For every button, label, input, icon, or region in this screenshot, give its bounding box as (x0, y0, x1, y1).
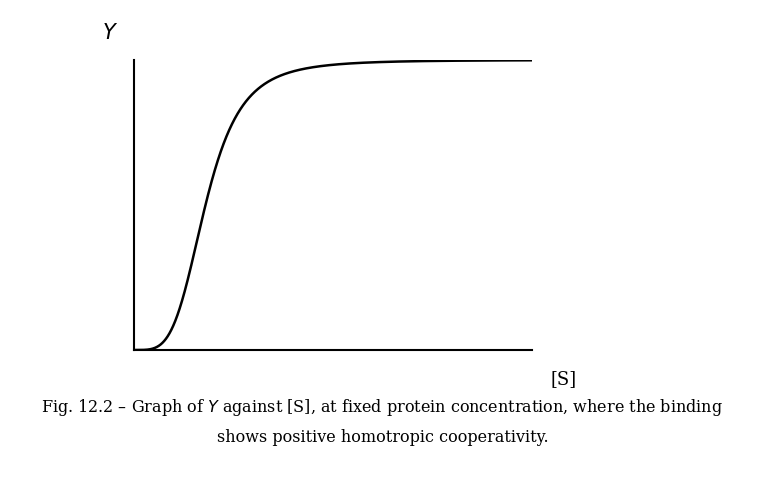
Text: shows positive homotropic cooperativity.: shows positive homotropic cooperativity. (216, 429, 549, 446)
Text: [S]: [S] (551, 370, 577, 388)
Text: Fig. 12.2 – Graph of $Y$ against [S], at fixed protein concentration, where the : Fig. 12.2 – Graph of $Y$ against [S], at… (41, 397, 724, 418)
Text: $Y$: $Y$ (102, 22, 118, 42)
